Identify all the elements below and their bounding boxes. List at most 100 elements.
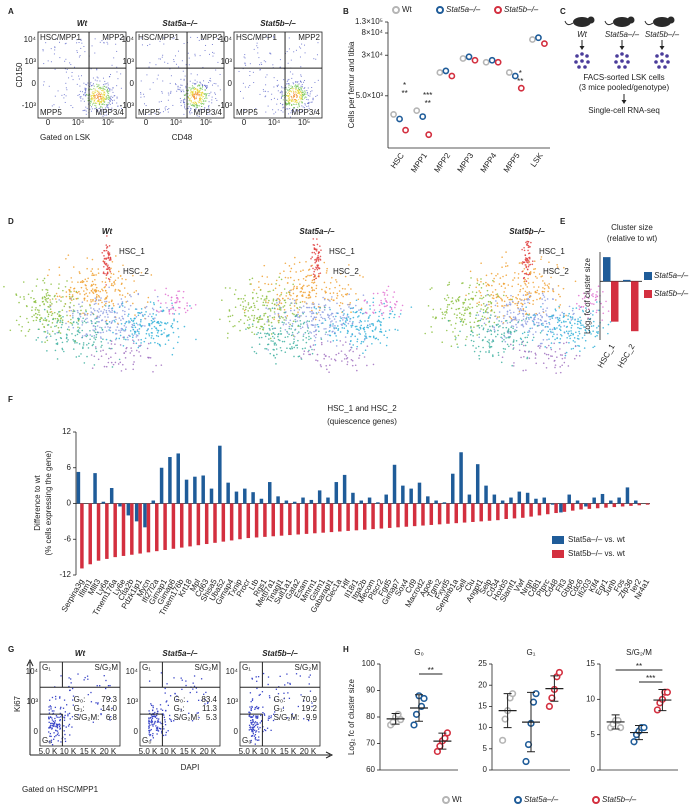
umap-dot <box>344 354 346 356</box>
umap-dot <box>559 317 561 319</box>
bar <box>263 504 266 537</box>
umap-dot <box>86 257 88 259</box>
umap-dot <box>572 333 574 335</box>
flow-dot <box>208 106 209 107</box>
umap-dot <box>172 313 174 315</box>
umap-dot <box>145 311 147 313</box>
umap-dot <box>464 319 466 321</box>
flow-dot <box>190 95 191 96</box>
umap-dot <box>324 299 326 301</box>
umap-dot <box>509 309 511 311</box>
umap-dot <box>602 313 604 315</box>
umap-dot <box>493 278 495 280</box>
umap-dot <box>292 325 294 327</box>
umap-dot <box>262 329 264 331</box>
umap-dot <box>303 311 305 313</box>
flow-dot <box>76 50 77 51</box>
umap-dot <box>276 348 278 350</box>
umap-dot <box>161 333 163 335</box>
umap-dot <box>499 311 501 313</box>
umap-dot <box>502 341 504 343</box>
flow-dot <box>301 101 302 102</box>
flow-dot <box>288 102 289 103</box>
umap-dot <box>271 325 273 327</box>
umap-dot <box>74 310 76 312</box>
umap-dot <box>471 340 473 342</box>
umap-dot <box>392 296 394 298</box>
umap-dot <box>272 332 274 334</box>
y-tick-label: 0 <box>32 79 37 88</box>
umap-dot <box>300 291 302 293</box>
umap-dot <box>547 291 549 293</box>
umap-dot <box>536 277 538 279</box>
umap-dot <box>339 290 341 292</box>
flow-dot <box>284 87 285 88</box>
umap-dot <box>303 285 305 287</box>
flow-dot <box>199 105 200 106</box>
umap-dot <box>551 342 553 344</box>
flow-dot <box>292 101 293 102</box>
umap-dot <box>526 260 528 262</box>
umap-dot <box>523 247 525 249</box>
bar <box>559 504 562 513</box>
umap-dot <box>306 303 308 305</box>
flow-dot <box>99 103 100 104</box>
umap-dot <box>524 268 526 270</box>
umap-dot <box>488 304 490 306</box>
umap-dot <box>487 290 489 292</box>
umap-dot <box>140 339 142 341</box>
flow-dot <box>108 93 109 94</box>
umap-dot <box>100 297 102 299</box>
umap-dot <box>195 304 197 306</box>
umap-dot <box>128 335 130 337</box>
umap-dot <box>517 284 519 286</box>
umap-dot <box>350 340 352 342</box>
flow-dot <box>200 101 201 102</box>
flow-dot <box>154 721 155 722</box>
flow-dot <box>298 103 299 104</box>
umap-dot <box>48 314 50 316</box>
umap-dot <box>450 324 452 326</box>
umap-dot <box>161 364 163 366</box>
flow-dot <box>298 93 299 94</box>
umap-dot <box>520 308 522 310</box>
flow-dot <box>295 99 296 100</box>
umap-dot <box>69 310 71 312</box>
flow-dot <box>66 72 67 73</box>
umap-dot <box>530 264 532 266</box>
flow-dot <box>299 106 300 107</box>
umap-dot <box>119 294 121 296</box>
flow-dot <box>302 90 303 91</box>
workflow-step: Single-cell RNA-seq <box>588 106 660 115</box>
umap-dot <box>533 272 535 274</box>
umap-dot <box>392 311 394 313</box>
bar <box>360 501 363 504</box>
umap-dot <box>52 330 54 332</box>
flow-dot <box>141 80 142 81</box>
umap-dot <box>154 326 156 328</box>
flow-dot <box>90 83 91 84</box>
flow-dot <box>214 92 215 93</box>
umap-dot <box>334 318 336 320</box>
umap-dot <box>317 269 319 271</box>
umap-dot <box>318 273 320 275</box>
flow-dot <box>192 85 193 86</box>
umap-dot <box>265 313 267 315</box>
umap-dot <box>535 292 537 294</box>
umap-dot <box>534 268 536 270</box>
axis-label: Difference to wt <box>33 475 42 531</box>
flow-dot <box>301 98 302 99</box>
umap-dot <box>482 319 484 321</box>
flow-dot <box>109 102 110 103</box>
gate-label: MPP5 <box>138 108 160 117</box>
umap-dot <box>346 355 348 357</box>
flow-dot <box>90 89 91 90</box>
umap-dot <box>479 297 481 299</box>
umap-dot <box>461 283 463 285</box>
y-tick-label: -10³ <box>22 101 37 110</box>
panel-label: C <box>560 7 566 16</box>
flow-dot <box>54 46 55 47</box>
flow-dot <box>185 109 186 110</box>
umap-dot <box>254 333 256 335</box>
flow-dot <box>108 99 109 100</box>
